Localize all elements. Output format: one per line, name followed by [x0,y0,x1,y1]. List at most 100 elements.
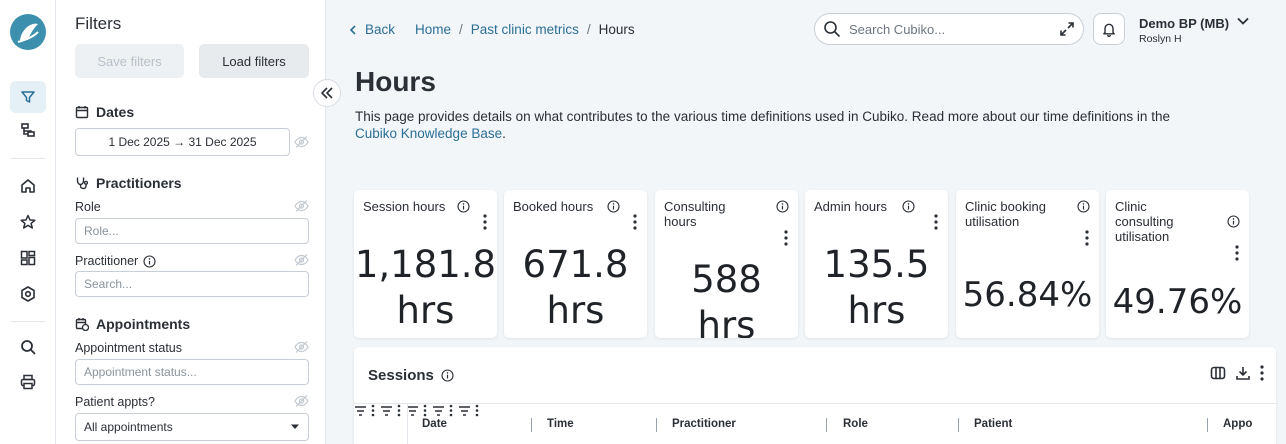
settings-icon[interactable] [10,278,46,310]
eye-off-icon[interactable] [294,394,309,408]
sessions-table-header: Date Time Practitioner Role Patient Appo [354,403,1276,444]
back-link[interactable]: Back [365,22,396,37]
metric-card-booked-hours: Booked hours 671.8 hrs [504,190,647,338]
filter-lines-icon[interactable] [380,405,393,417]
filter-lines-icon[interactable] [432,405,445,417]
metric-label: Clinic consulting utilisation [1115,199,1174,244]
column-header-practitioner[interactable]: Practitioner [672,404,736,444]
breadcrumb-separator: / [586,22,591,37]
metric-unit: hrs [697,304,756,338]
appointments-heading: Appointments [75,316,190,332]
column-header-label: Appo [1223,418,1253,430]
info-icon[interactable] [457,200,470,213]
download-icon[interactable] [1235,365,1251,381]
more-vertical-icon[interactable] [449,404,453,417]
eye-off-icon[interactable] [294,199,309,213]
metric-label: Session hours [363,199,446,214]
column-header-appointment[interactable]: Appo [1223,404,1252,444]
more-vertical-icon[interactable] [483,214,487,230]
column-separator[interactable] [656,418,657,432]
more-vertical-icon[interactable] [371,404,375,417]
star-icon[interactable] [10,206,46,238]
more-vertical-icon[interactable] [1235,245,1239,261]
more-vertical-icon[interactable] [475,404,479,417]
sessions-heading: Sessions [368,367,454,384]
more-vertical-icon[interactable] [784,230,788,246]
practitioner-search-input[interactable]: Search... [75,271,309,297]
chevron-left-icon[interactable] [349,24,357,35]
metric-card-clinic-booking-utilisation: Clinic booking utilisation 56.84% [956,190,1099,338]
column-separator[interactable] [826,418,827,432]
search-icon[interactable] [10,331,46,363]
notifications-button[interactable] [1093,13,1125,45]
more-vertical-icon[interactable] [633,214,637,230]
cubiko-logo-icon[interactable] [10,14,46,50]
eye-off-icon[interactable] [294,340,309,354]
patient-appts-label: Patient appts? [75,395,155,409]
practitioners-heading: Practitioners [75,175,182,191]
info-icon[interactable] [1227,215,1240,228]
column-header-date[interactable]: Date [422,404,447,444]
row-select-divider [407,404,408,444]
sessions-toolbar [1210,365,1264,381]
filters-title: Filters [75,14,122,33]
home-icon[interactable] [10,170,46,202]
dates-heading: Dates [75,104,134,120]
chevron-down-icon[interactable] [1237,17,1249,25]
metric-card-consulting-hours: Consulting hours 588 hrs [655,190,798,338]
columns-icon[interactable] [1210,365,1226,381]
column-separator[interactable] [958,418,959,432]
sessions-panel: Sessions Date Time Practitioner Role [354,347,1276,444]
eye-off-icon[interactable] [294,135,309,149]
eye-off-icon[interactable] [294,253,309,267]
hierarchy-icon[interactable] [10,114,46,146]
info-icon[interactable] [441,369,454,382]
info-icon[interactable] [607,200,620,213]
more-vertical-icon[interactable] [397,404,401,417]
global-search[interactable]: Search Cubiko... [814,13,1084,45]
account-name[interactable]: Demo BP (MB) [1139,16,1230,31]
patient-appts-select[interactable]: All appointments [75,413,309,441]
column-header-patient[interactable]: Patient [974,404,1012,444]
info-icon[interactable] [1077,200,1090,213]
search-input[interactable]: Search Cubiko... [849,21,946,37]
column-separator[interactable] [1207,418,1208,432]
filter-lines-icon[interactable] [458,405,471,417]
knowledge-base-link[interactable]: Cubiko Knowledge Base [355,126,503,141]
metric-card-session-hours: Session hours 1,181.8 hrs [354,190,497,338]
breadcrumb-past-clinic-metrics[interactable]: Past clinic metrics [470,22,579,37]
filter-lines-icon[interactable] [406,405,419,417]
print-icon[interactable] [10,366,46,398]
info-icon[interactable] [902,200,915,213]
more-vertical-icon[interactable] [1085,230,1089,246]
load-filters-button[interactable]: Load filters [199,44,309,78]
rail-divider [10,321,46,322]
filter-lines-icon[interactable] [354,405,367,417]
column-header-label: Patient [974,418,1013,430]
breadcrumb-home[interactable]: Home [415,22,452,37]
collapse-panel-button[interactable] [313,79,341,107]
dashboard-icon[interactable] [10,242,46,274]
column-header-role[interactable]: Role [843,404,868,444]
more-vertical-icon[interactable] [934,214,938,230]
more-vertical-icon[interactable] [1260,365,1264,381]
filter-icon[interactable] [10,81,46,113]
expand-icon[interactable] [1059,21,1075,37]
more-vertical-icon[interactable] [423,404,427,417]
save-filters-button[interactable]: Save filters [75,44,184,78]
bell-icon [1103,23,1115,37]
role-input[interactable]: Role... [75,218,309,244]
metric-value: 1,181.8 [354,243,497,286]
metric-value: 588 [691,258,762,301]
column-separator[interactable] [531,418,532,432]
column-header-time[interactable]: Time [547,404,574,444]
metric-label: Booked hours [513,199,594,214]
column-header-label: Time [547,418,574,430]
main-content: Back Home / Past clinic metrics / Hours … [327,0,1286,444]
appointment-status-input[interactable]: Appointment status... [75,359,309,385]
info-icon[interactable] [143,254,156,268]
date-range-field[interactable]: 1 Dec 2025 → 31 Dec 2025 [75,128,290,156]
info-icon[interactable] [776,200,789,213]
double-chevron-left-icon [321,87,333,99]
icon-rail [0,0,56,444]
